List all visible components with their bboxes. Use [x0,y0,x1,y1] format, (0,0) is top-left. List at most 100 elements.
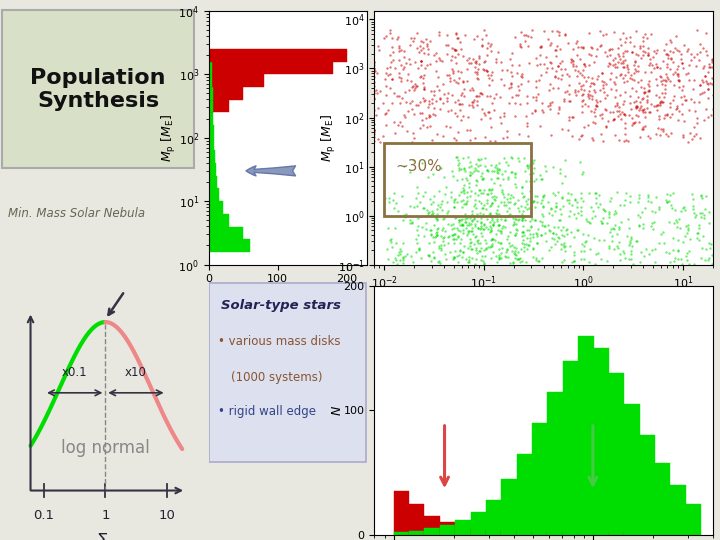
Point [430,57,441,66]
Point [546,98,557,106]
Point [575,82,586,91]
Point [455,45,467,53]
Point [397,64,408,73]
Point [575,255,587,264]
Point [655,97,667,105]
Point [401,250,413,259]
Point [582,60,594,69]
Point [579,99,590,108]
Point [465,238,477,247]
Point [493,159,505,168]
Point [414,198,426,206]
Point [628,76,639,84]
Point [474,209,486,218]
Point [634,257,645,266]
Point [642,191,654,200]
Point [595,40,607,49]
Point [525,33,536,42]
Point [449,213,461,222]
Point [474,198,486,207]
Point [473,51,485,60]
Point [651,192,662,201]
Point [570,86,581,94]
Point [605,193,616,202]
Point [463,179,474,187]
Point [552,73,563,82]
Point [480,222,492,231]
Point [469,196,481,205]
Point [549,73,560,82]
Point [435,93,446,102]
Point [415,42,426,50]
Point [408,34,420,43]
Point [549,45,561,54]
Point [398,46,410,55]
Point [413,101,424,110]
Point [531,239,542,247]
Point [620,136,631,144]
Point [626,113,638,122]
Point [369,120,380,129]
Point [482,190,494,198]
Point [517,206,528,215]
Point [546,233,558,242]
Point [464,136,476,144]
Point [632,61,644,70]
Point [510,99,521,108]
Point [642,197,654,205]
Point [392,32,404,41]
Point [521,245,533,253]
Point [528,156,539,164]
Point [474,156,485,164]
Point [444,77,456,86]
Point [419,64,431,72]
Point [448,220,459,228]
Point [625,70,636,79]
Point [556,226,567,234]
Point [608,28,619,36]
Point [443,207,454,215]
Point [423,99,434,108]
Point [552,237,563,245]
Point [446,221,457,230]
Point [496,187,508,196]
Point [697,232,708,240]
Point [463,183,474,192]
Point [431,210,443,218]
Point [435,94,446,103]
Point [462,56,473,64]
Point [578,85,590,94]
Point [475,115,487,124]
Point [369,73,380,82]
Point [550,46,562,55]
Point [603,45,614,54]
Point [536,253,548,262]
Point [420,206,432,214]
Point [682,221,693,230]
Point [390,199,402,207]
Point [536,98,548,107]
Point [435,244,446,253]
Point [387,55,398,64]
Point [422,41,433,50]
Point [454,100,466,109]
Point [617,59,629,68]
Point [532,225,544,234]
Point [496,243,508,252]
Point [660,85,671,93]
Point [588,79,599,87]
Point [603,208,615,217]
Point [402,107,414,116]
Point [481,244,492,253]
Point [393,47,405,56]
Point [503,190,514,199]
Point [481,166,492,174]
Point [515,80,526,89]
Point [439,250,451,259]
Point [427,247,438,256]
Point [586,51,598,59]
Point [487,220,499,228]
Point [492,201,504,210]
Point [487,76,498,84]
Point [523,226,534,234]
